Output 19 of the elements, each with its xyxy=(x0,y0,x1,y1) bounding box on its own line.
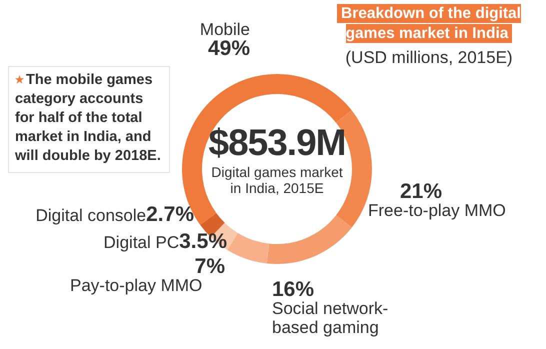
data-label: 21% xyxy=(399,180,444,203)
data-label: 3.5% xyxy=(179,230,227,253)
text: $853.9M xyxy=(208,122,346,164)
slice-label: Digital PC xyxy=(104,233,180,252)
data-label: 49% xyxy=(206,37,250,60)
data-label: 2.7% xyxy=(146,203,194,226)
text: Digital games market in India, 2015E xyxy=(210,164,344,196)
donut-slice xyxy=(266,215,352,264)
slice-label: Mobile xyxy=(198,20,250,39)
donut-slice xyxy=(227,232,270,264)
text: (USD millions, 2015E) xyxy=(344,48,514,68)
slice-label: Digital console xyxy=(36,206,146,225)
data-label: 16% xyxy=(272,278,316,301)
text: The mobile games category accounts for half of the total market in India, and will double by 2018E. xyxy=(8,66,170,173)
data-label: 7% xyxy=(194,255,225,278)
slice-label: Free-to-play MMO xyxy=(368,201,507,220)
slice-label: Social network-based gaming xyxy=(272,299,390,337)
chart-title: Breakdown of the digital games market in India xyxy=(337,4,521,43)
slice-label: Pay-to-play MMO xyxy=(70,276,204,295)
